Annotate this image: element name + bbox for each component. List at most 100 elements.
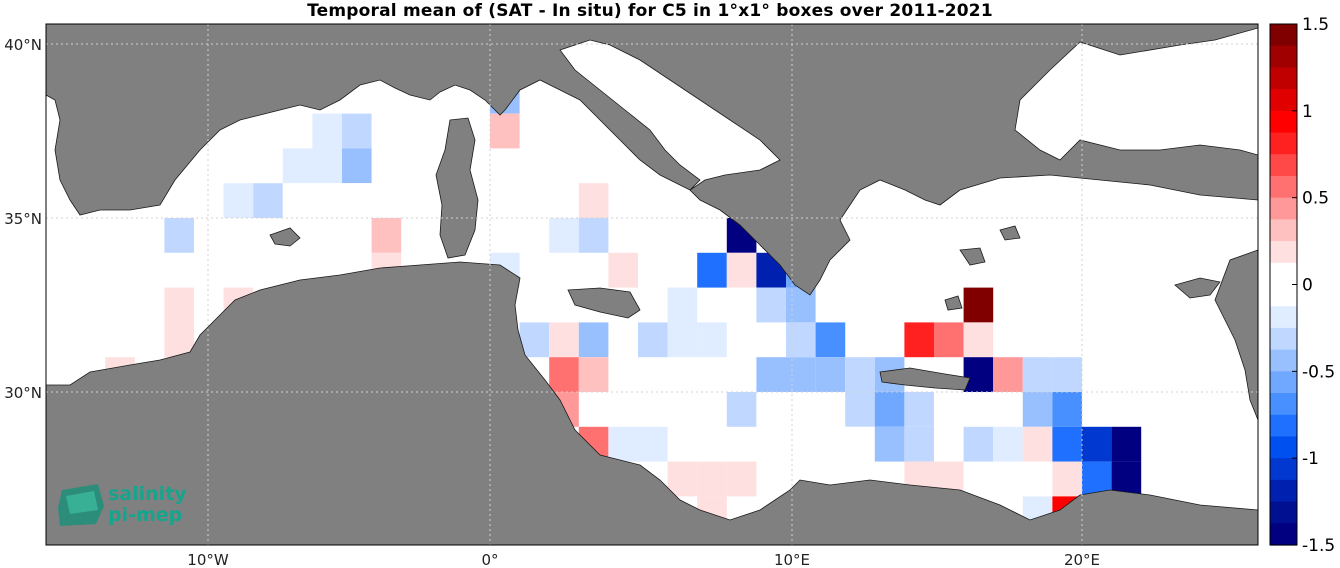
- grid-cell: [1082, 426, 1112, 462]
- grid-cell: [578, 218, 609, 253]
- colorbar-segment: [1270, 414, 1297, 438]
- land-masses: [46, 24, 1258, 545]
- lat-label-35n: 35°N: [4, 210, 42, 228]
- grid-cell: [164, 218, 194, 253]
- land-cyprus: [1174, 277, 1221, 299]
- grid-cells: [46, 44, 1142, 532]
- grid-cell: [815, 322, 846, 358]
- grid-cell: [342, 113, 372, 149]
- grid-cell: [815, 357, 846, 392]
- grid-cell: [786, 357, 816, 392]
- grid-cell: [963, 357, 994, 392]
- grid-cell: [253, 183, 283, 218]
- colorbar-tick-label: -1.5: [1302, 536, 1335, 556]
- grid-cell: [342, 148, 372, 184]
- grid-cell: [312, 113, 342, 149]
- colorbar-segment: [1270, 24, 1297, 47]
- land-levant: [1214, 249, 1258, 421]
- grid-cell: [845, 426, 875, 462]
- lat-label-40n: 40°N: [4, 36, 42, 54]
- grid-cell: [282, 148, 313, 184]
- grid-cell: [667, 461, 698, 497]
- grid-cell: [490, 113, 520, 149]
- grid-cell: [578, 357, 609, 392]
- land-balearics: [269, 227, 301, 247]
- grid-cell: [223, 183, 254, 218]
- grid-cell: [815, 426, 846, 462]
- colorbar-tick-label: -0.5: [1302, 362, 1335, 382]
- colorbar-segment: [1270, 349, 1297, 372]
- colorbar-segment: [1270, 327, 1297, 351]
- grid-cell: [164, 287, 194, 323]
- colorbar-segment: [1270, 284, 1297, 307]
- grid-cell: [874, 392, 905, 427]
- grid-cell: [312, 148, 342, 184]
- grid-cell: [371, 218, 402, 253]
- colorbar-segment: [1270, 523, 1297, 546]
- grid-cell: [282, 183, 313, 218]
- salinity-pi-mep-logo: salinity pi-mep: [58, 483, 187, 526]
- colorbar-segment: [1270, 479, 1297, 503]
- grid-cell: [1052, 461, 1082, 497]
- grid-cell: [164, 322, 194, 358]
- grid-cell: [726, 287, 757, 323]
- grid-cell: [904, 392, 934, 427]
- grid-cell: [1111, 426, 1142, 462]
- grid-cell: [697, 461, 727, 497]
- land-africa: [46, 261, 1258, 545]
- grid-cell: [756, 392, 786, 427]
- grid-cell: [667, 322, 698, 358]
- grid-cell: [519, 322, 550, 358]
- grid-cell: [312, 183, 342, 218]
- grid-cell: [578, 183, 609, 218]
- lon-label-10e: 10°E: [774, 551, 810, 568]
- colorbar-tick-label: -1: [1302, 449, 1319, 469]
- grid-cell: [786, 322, 816, 358]
- grid-cell: [667, 357, 698, 392]
- colorbar-segment: [1270, 175, 1297, 199]
- colorbar-segment: [1270, 241, 1297, 264]
- grid-cell: [904, 322, 934, 358]
- grid-cell: [726, 392, 757, 427]
- grid-cell: [845, 392, 875, 427]
- lon-label-0: 0°: [481, 551, 498, 568]
- land-sicily: [567, 287, 641, 319]
- colorbar-segment: [1270, 306, 1297, 329]
- colorbar-segment: [1270, 501, 1297, 524]
- colorbar-segment: [1270, 132, 1297, 155]
- grid-cell: [223, 218, 254, 253]
- grid-cell: [904, 426, 934, 462]
- grid-cell: [194, 183, 224, 218]
- grid-cell: [1052, 392, 1082, 427]
- grid-cell: [638, 322, 668, 358]
- grid-cell: [726, 252, 757, 288]
- lat-label-30n: 30°N: [4, 384, 42, 402]
- grid-cell: [697, 322, 727, 358]
- colorbar-segment: [1270, 45, 1297, 69]
- colorbar-segment: [1270, 436, 1297, 459]
- colorbar: [1270, 24, 1297, 546]
- colorbar-segment: [1270, 219, 1297, 242]
- land-aegean-islands: [944, 225, 1021, 311]
- land-europe-north: [46, 24, 1258, 296]
- lon-label-20e: 20°E: [1064, 551, 1100, 568]
- grid-cell: [401, 183, 431, 218]
- logo-line-1: salinity: [108, 483, 187, 505]
- colorbar-tick-label: 0.5: [1302, 189, 1329, 209]
- map-frame: [45, 23, 1259, 546]
- grid-cell: [1052, 357, 1082, 392]
- logo-line-2: pi-mep: [108, 504, 182, 526]
- land-crete: [879, 367, 971, 391]
- grid-cell: [608, 426, 638, 462]
- grid-cell: [934, 322, 964, 358]
- grid-cell: [1022, 357, 1053, 392]
- grid-cell: [904, 287, 934, 323]
- grid-cell: [371, 113, 402, 149]
- grid-cell: [549, 357, 579, 392]
- grid-cell: [549, 218, 579, 253]
- grid-cell: [1022, 426, 1053, 462]
- colorbar-segment: [1270, 110, 1297, 134]
- grid-cell: [1022, 392, 1053, 427]
- colorbar-segment: [1270, 154, 1297, 177]
